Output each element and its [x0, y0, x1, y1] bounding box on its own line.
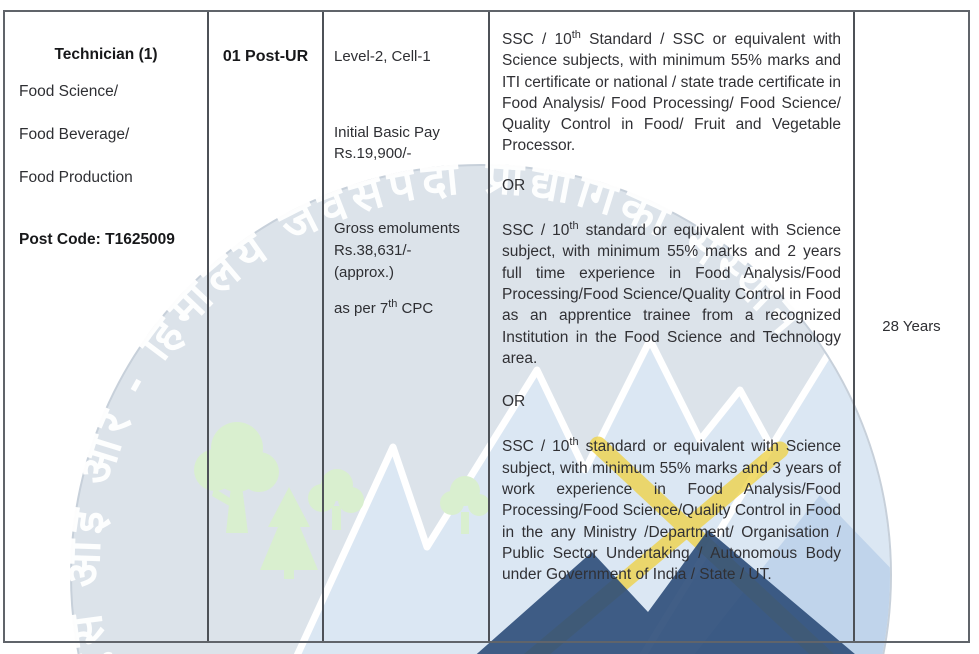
vacancy-table: Technician (1) Food Science/ Food Bevera…: [3, 10, 970, 643]
pay-level: Level-2, Cell-1: [334, 48, 431, 65]
post-title: Technician (1): [54, 46, 158, 63]
post-discipline-line: Food Science/: [19, 83, 119, 100]
or-separator: OR: [502, 393, 526, 411]
vacancy-count: 01 Post-UR: [222, 48, 309, 65]
post-name-cell: Technician (1) Food Science/ Food Bevera…: [5, 12, 207, 641]
pay-basic-value: Rs.19,900/-: [334, 145, 412, 162]
pay-gross-note: (approx.): [334, 264, 395, 281]
post-discipline-line: Food Production: [19, 169, 133, 186]
qualification-para-1: SSC / 10th Standard / SSC or equivalent …: [502, 29, 842, 155]
pay-gross-value: Rs.38,631/-: [334, 242, 412, 259]
or-separator: OR: [502, 176, 526, 194]
qualification-para-3: SSC / 10th standard or equivalent with S…: [502, 436, 842, 584]
age-limit-cell: 28 Years: [853, 12, 968, 641]
age-limit: 28 Years: [882, 318, 941, 335]
trees-icon: [194, 422, 490, 579]
pay-cpc: as per 7th CPC: [334, 298, 434, 318]
pay-gross: Gross emoluments Rs.38,631/- (approx.): [334, 220, 460, 281]
qualification-cell: SSC / 10th Standard / SSC or equivalent …: [488, 12, 853, 641]
pay-cell: Level-2, Cell-1 Initial Basic Pay Rs.19,…: [322, 12, 488, 641]
post-code: Post Code: T1625009: [19, 231, 175, 248]
post-discipline-line: Food Beverage/: [19, 126, 130, 143]
pay-basic: Initial Basic Pay Rs.19,900/-: [334, 124, 440, 162]
qualification-para-2: SSC / 10th standard or equivalent with S…: [502, 220, 842, 367]
vacancy-count-cell: 01 Post-UR: [207, 12, 322, 641]
navy-mountain-icon: [470, 530, 862, 654]
